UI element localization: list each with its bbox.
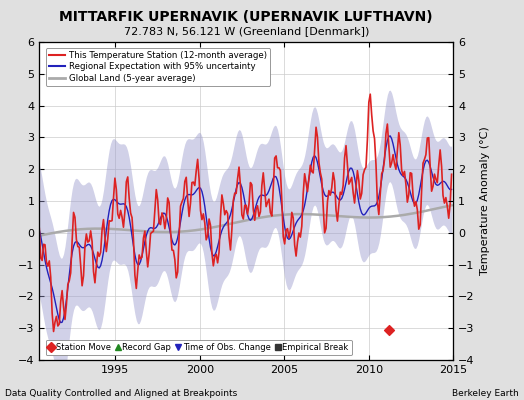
Text: Data Quality Controlled and Aligned at Breakpoints: Data Quality Controlled and Aligned at B… [5, 389, 237, 398]
Y-axis label: Temperature Anomaly (°C): Temperature Anomaly (°C) [480, 127, 490, 275]
Point [385, 326, 393, 333]
Text: 72.783 N, 56.121 W (Greenland [Denmark]): 72.783 N, 56.121 W (Greenland [Denmark]) [124, 26, 369, 36]
Text: MITTARFIK UPERNAVIK (UPERNAVIK LUFTHAVN): MITTARFIK UPERNAVIK (UPERNAVIK LUFTHAVN) [59, 10, 433, 24]
Legend: Station Move, Record Gap, Time of Obs. Change, Empirical Break: Station Move, Record Gap, Time of Obs. C… [46, 340, 352, 355]
Text: Berkeley Earth: Berkeley Earth [452, 389, 519, 398]
